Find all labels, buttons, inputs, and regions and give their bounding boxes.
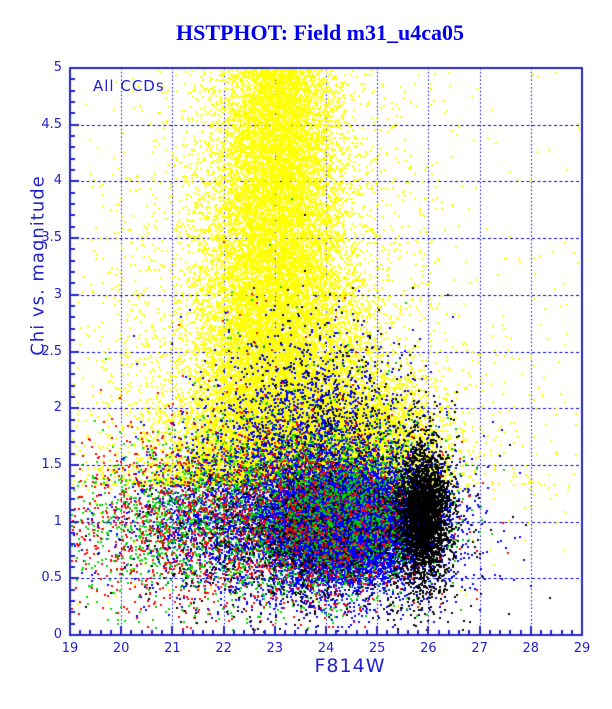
chart-title: HSTPHOT: Field m31_u4ca05	[175, 20, 465, 45]
x-axis-title: F814W	[314, 655, 386, 677]
y-axis-title: Chi vs. magnitude	[27, 175, 49, 356]
ccd-annotation-label: All CCDs	[93, 77, 165, 95]
